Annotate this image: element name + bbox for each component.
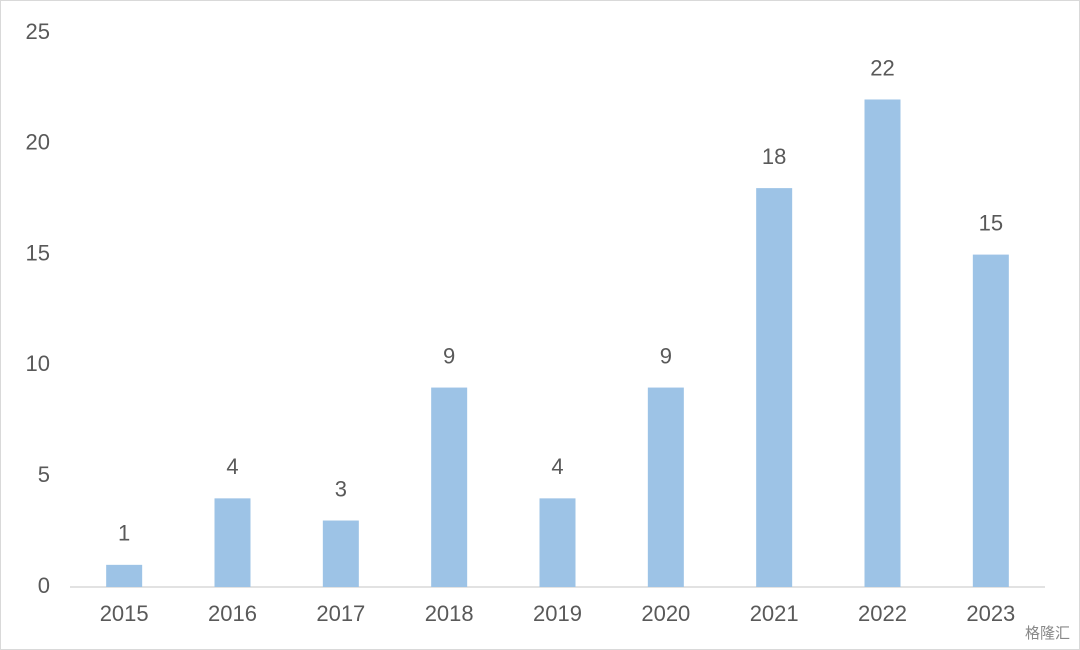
y-tick-label: 15 [26, 240, 50, 265]
x-tick-label: 2018 [425, 601, 474, 626]
data-label: 9 [660, 343, 672, 368]
x-tick-label: 2021 [750, 601, 799, 626]
x-tick-label: 2023 [966, 601, 1015, 626]
data-label: 1 [118, 521, 130, 546]
bar [431, 387, 468, 587]
bar [756, 188, 793, 587]
bar [539, 498, 576, 587]
bar [972, 254, 1009, 587]
data-label: 4 [226, 454, 238, 479]
bar [214, 498, 251, 587]
data-label: 3 [335, 476, 347, 501]
data-label: 18 [762, 144, 786, 169]
y-tick-label: 0 [38, 573, 50, 598]
bar [647, 387, 684, 587]
bar [864, 99, 901, 587]
data-label: 22 [870, 55, 894, 80]
x-tick-label: 2022 [858, 601, 907, 626]
x-tick-label: 2016 [208, 601, 257, 626]
bar [106, 564, 143, 587]
x-tick-label: 2017 [316, 601, 365, 626]
y-tick-label: 25 [26, 19, 50, 44]
x-tick-label: 2019 [533, 601, 582, 626]
watermark: 格隆汇 [1025, 625, 1070, 642]
y-tick-label: 10 [26, 351, 50, 376]
data-label: 15 [979, 210, 1003, 235]
y-tick-label: 5 [38, 462, 50, 487]
y-tick-label: 20 [26, 130, 50, 155]
data-label: 4 [551, 454, 563, 479]
bar [322, 520, 359, 587]
x-tick-label: 2015 [100, 601, 149, 626]
data-label: 9 [443, 343, 455, 368]
x-tick-label: 2020 [641, 601, 690, 626]
